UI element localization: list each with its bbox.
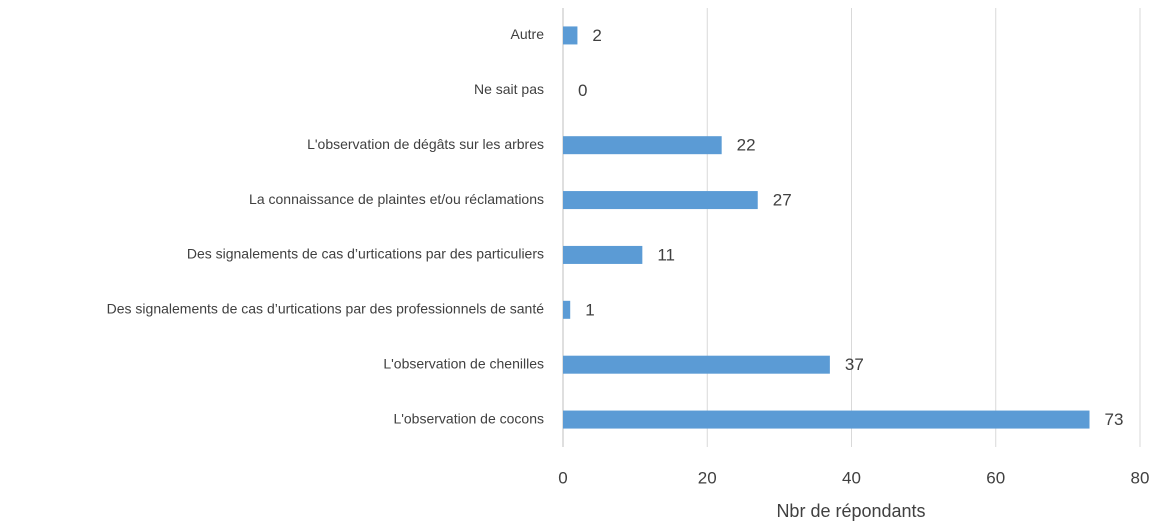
data-label: 2 <box>592 26 601 45</box>
bar <box>563 245 643 264</box>
bar <box>563 26 578 45</box>
y-tick-label: L'observation de chenilles <box>383 355 544 371</box>
data-label: 73 <box>1105 410 1124 429</box>
y-tick-label: Des signalements de cas d’urtications pa… <box>187 246 544 262</box>
y-tick-label: Ne sait pas <box>474 81 544 97</box>
bar <box>563 136 722 155</box>
data-label: 27 <box>773 191 792 210</box>
x-tick-label: 80 <box>1131 468 1150 487</box>
x-tick-label: 60 <box>986 468 1005 487</box>
x-tick-label: 40 <box>842 468 861 487</box>
x-tick-label: 20 <box>698 468 717 487</box>
y-tick-label: Autre <box>511 26 545 42</box>
y-tick-label: Des signalements de cas d’urtications pa… <box>107 301 545 317</box>
x-tick-label: 0 <box>558 468 567 487</box>
data-label: 37 <box>845 355 864 374</box>
x-axis-title: Nbr de répondants <box>776 501 925 521</box>
y-tick-label: La connaissance de plaintes et/ou réclam… <box>249 191 544 207</box>
bar <box>563 410 1090 429</box>
bar <box>563 355 830 374</box>
bar <box>563 300 571 319</box>
data-label: 11 <box>657 245 675 264</box>
bar <box>563 191 758 210</box>
data-label: 22 <box>737 136 756 155</box>
y-tick-label: L'observation de cocons <box>393 410 544 426</box>
data-label: 1 <box>585 300 594 319</box>
data-label: 0 <box>578 81 587 100</box>
y-tick-label: L'observation de dégâts sur les arbres <box>307 136 544 152</box>
